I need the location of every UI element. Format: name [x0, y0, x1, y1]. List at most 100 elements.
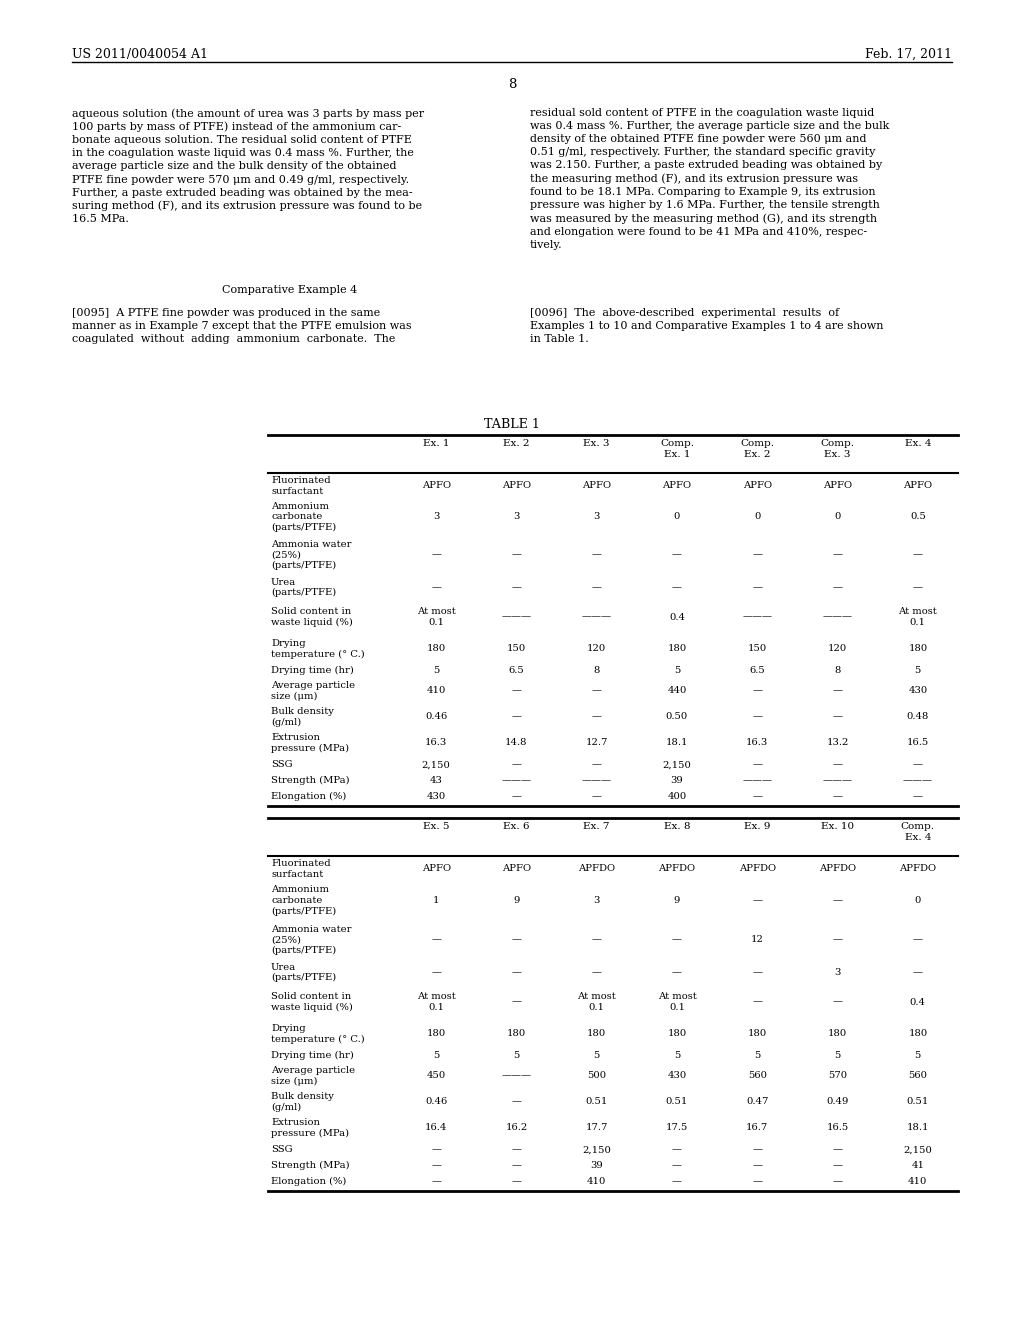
- Text: —: —: [511, 792, 521, 801]
- Text: 16.7: 16.7: [746, 1123, 768, 1133]
- Text: 180: 180: [828, 1030, 847, 1039]
- Text: 8: 8: [508, 78, 516, 91]
- Text: —: —: [753, 896, 762, 906]
- Text: —: —: [753, 1162, 762, 1171]
- Text: APFO: APFO: [583, 482, 611, 491]
- Text: 440: 440: [668, 686, 687, 696]
- Text: 14.8: 14.8: [505, 738, 527, 747]
- Text: —: —: [431, 583, 441, 591]
- Text: APFO: APFO: [502, 865, 531, 874]
- Text: —: —: [753, 968, 762, 977]
- Text: —: —: [753, 713, 762, 722]
- Text: 560: 560: [748, 1072, 767, 1080]
- Text: 6.5: 6.5: [509, 667, 524, 676]
- Text: 570: 570: [828, 1072, 847, 1080]
- Text: —: —: [833, 936, 843, 945]
- Text: 39: 39: [591, 1162, 603, 1171]
- Text: —: —: [592, 760, 602, 770]
- Text: 450: 450: [427, 1072, 445, 1080]
- Text: 3: 3: [835, 968, 841, 977]
- Text: Comp.
Ex. 3: Comp. Ex. 3: [820, 440, 855, 459]
- Text: 3: 3: [594, 512, 600, 521]
- Text: Comp.
Ex. 1: Comp. Ex. 1: [660, 440, 694, 459]
- Text: 3: 3: [594, 896, 600, 906]
- Text: Elongation (%): Elongation (%): [271, 1177, 346, 1187]
- Text: 5: 5: [674, 667, 680, 676]
- Text: 9: 9: [674, 896, 680, 906]
- Text: Fluorinated
surfactant: Fluorinated surfactant: [271, 859, 331, 879]
- Text: 0.51: 0.51: [666, 1097, 688, 1106]
- Text: APFO: APFO: [742, 482, 772, 491]
- Text: —: —: [833, 998, 843, 1007]
- Text: 5: 5: [433, 667, 439, 676]
- Text: —: —: [833, 1162, 843, 1171]
- Text: 180: 180: [908, 1030, 928, 1039]
- Text: 0.50: 0.50: [666, 713, 688, 722]
- Text: Fluorinated
surfactant: Fluorinated surfactant: [271, 477, 331, 496]
- Text: ———: ———: [903, 776, 933, 785]
- Text: Drying
temperature (° C.): Drying temperature (° C.): [271, 1024, 365, 1044]
- Text: 1: 1: [433, 896, 439, 906]
- Text: —: —: [511, 1097, 521, 1106]
- Text: —: —: [511, 1177, 521, 1187]
- Text: ———: ———: [822, 776, 853, 785]
- Text: Drying time (hr): Drying time (hr): [271, 1051, 354, 1060]
- Text: At most
0.1: At most 0.1: [417, 993, 456, 1012]
- Text: aqueous solution (the amount of urea was 3 parts by mass per
100 parts by mass o: aqueous solution (the amount of urea was…: [72, 108, 424, 224]
- Text: 0: 0: [754, 512, 761, 521]
- Text: —: —: [431, 1146, 441, 1154]
- Text: 5: 5: [835, 1051, 841, 1060]
- Text: —: —: [672, 583, 682, 591]
- Text: 180: 180: [507, 1030, 526, 1039]
- Text: —: —: [431, 1162, 441, 1171]
- Text: 0: 0: [835, 512, 841, 521]
- Text: Comp.
Ex. 2: Comp. Ex. 2: [740, 440, 774, 459]
- Text: —: —: [511, 583, 521, 591]
- Text: 0: 0: [914, 896, 921, 906]
- Text: APFO: APFO: [823, 482, 852, 491]
- Text: Ex. 1: Ex. 1: [423, 440, 450, 447]
- Text: 180: 180: [587, 1030, 606, 1039]
- Text: —: —: [592, 583, 602, 591]
- Text: 180: 180: [908, 644, 928, 653]
- Text: ———: ———: [502, 776, 531, 785]
- Text: ———: ———: [742, 776, 772, 785]
- Text: —: —: [431, 936, 441, 945]
- Text: 5: 5: [433, 1051, 439, 1060]
- Text: 3: 3: [433, 512, 439, 521]
- Text: Extrusion
pressure (MPa): Extrusion pressure (MPa): [271, 1118, 349, 1138]
- Text: —: —: [833, 792, 843, 801]
- Text: —: —: [672, 936, 682, 945]
- Text: 0.46: 0.46: [425, 1097, 447, 1106]
- Text: —: —: [431, 550, 441, 560]
- Text: —: —: [511, 1162, 521, 1171]
- Text: 6.5: 6.5: [750, 667, 765, 676]
- Text: At most
0.1: At most 0.1: [657, 993, 696, 1012]
- Text: 5: 5: [674, 1051, 680, 1060]
- Text: Urea
(parts/PTFE): Urea (parts/PTFE): [271, 962, 336, 982]
- Text: ———: ———: [582, 612, 611, 622]
- Text: Comp.
Ex. 4: Comp. Ex. 4: [901, 822, 935, 842]
- Text: 0.51: 0.51: [906, 1097, 929, 1106]
- Text: —: —: [912, 792, 923, 801]
- Text: 0.48: 0.48: [906, 713, 929, 722]
- Text: Comparative Example 4: Comparative Example 4: [222, 285, 357, 294]
- Text: 180: 180: [668, 1030, 687, 1039]
- Text: 180: 180: [427, 644, 445, 653]
- Text: [0095]  A PTFE fine powder was produced in the same
manner as in Example 7 excep: [0095] A PTFE fine powder was produced i…: [72, 308, 412, 345]
- Text: APFDO: APFDO: [899, 865, 936, 874]
- Text: ———: ———: [822, 612, 853, 622]
- Text: —: —: [511, 713, 521, 722]
- Text: —: —: [833, 713, 843, 722]
- Text: —: —: [431, 968, 441, 977]
- Text: Ammonia water
(25%)
(parts/PTFE): Ammonia water (25%) (parts/PTFE): [271, 540, 351, 570]
- Text: 17.7: 17.7: [586, 1123, 608, 1133]
- Text: ———: ———: [502, 1072, 531, 1080]
- Text: Strength (MPa): Strength (MPa): [271, 1162, 349, 1171]
- Text: 410: 410: [908, 1177, 928, 1187]
- Text: 16.2: 16.2: [505, 1123, 527, 1133]
- Text: Extrusion
pressure (MPa): Extrusion pressure (MPa): [271, 733, 349, 752]
- Text: Ex. 8: Ex. 8: [664, 822, 690, 832]
- Text: —: —: [592, 792, 602, 801]
- Text: —: —: [753, 686, 762, 696]
